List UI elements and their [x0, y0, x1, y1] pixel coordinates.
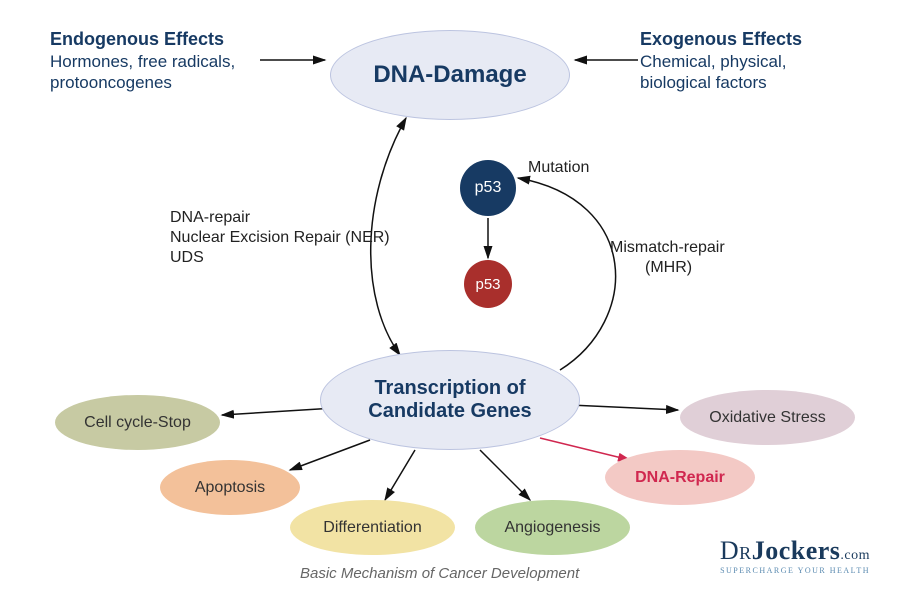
node-transcription: Transcription of Candidate Genes — [320, 350, 580, 450]
node-angiogenesis: Angiogenesis — [475, 500, 630, 555]
dna-damage-label: DNA-Damage — [373, 61, 526, 89]
angiogenesis-label: Angiogenesis — [504, 519, 600, 537]
edge-oxstress — [570, 405, 678, 410]
label-mutation: Mutation — [528, 158, 589, 178]
exogenous-title: Exogenous Effects — [640, 28, 860, 51]
edge-mismatch — [518, 178, 616, 370]
apoptosis-label: Apoptosis — [195, 479, 265, 497]
edge-cellstop — [222, 408, 335, 415]
transcription-l2: Candidate Genes — [368, 400, 531, 423]
exogenous-body: Chemical, physical, biological factors — [640, 51, 860, 94]
node-apoptosis: Apoptosis — [160, 460, 300, 515]
node-cell-cycle-stop: Cell cycle-Stop — [55, 395, 220, 450]
label-right-pathway-1: Mismatch-repair — [610, 238, 725, 258]
node-p53-red: p53 — [464, 260, 512, 308]
node-differentiation: Differentiation — [290, 500, 455, 555]
edge-angio — [480, 450, 530, 500]
node-dna-repair: DNA-Repair — [605, 450, 755, 505]
label-exogenous: Exogenous Effects Chemical, physical, bi… — [640, 28, 860, 93]
label-left-pathway-1: DNA-repair — [170, 208, 250, 228]
dna-repair-label: DNA-Repair — [635, 469, 725, 487]
label-left-pathway-3: UDS — [170, 248, 204, 268]
p53-red-label: p53 — [475, 276, 500, 293]
edge-diff — [385, 450, 415, 500]
label-endogenous: Endogenous Effects Hormones, free radica… — [50, 28, 270, 93]
p53-blue-label: p53 — [475, 179, 502, 197]
node-dna-damage: DNA-Damage — [330, 30, 570, 120]
brand-main: Jockers — [752, 536, 841, 565]
node-p53-blue: p53 — [460, 160, 516, 216]
endogenous-body: Hormones, free radicals, protooncogenes — [50, 51, 270, 94]
brand-tagline: SUPERCHARGE YOUR HEALTH — [720, 566, 870, 575]
oxidative-stress-label: Oxidative Stress — [709, 409, 825, 427]
edge-apoptosis — [290, 440, 370, 470]
edge-dnarepair — [540, 438, 630, 460]
differentiation-label: Differentiation — [323, 519, 421, 537]
transcription-l1: Transcription of — [374, 377, 525, 400]
label-right-pathway-2: (MHR) — [645, 258, 692, 278]
brand-logo: DrJockers.com SUPERCHARGE YOUR HEALTH — [720, 536, 870, 575]
label-left-pathway-2: Nuclear Excision Repair (NER) — [170, 228, 390, 248]
cell-cycle-stop-label: Cell cycle-Stop — [84, 414, 191, 432]
node-oxidative-stress: Oxidative Stress — [680, 390, 855, 445]
diagram-caption: Basic Mechanism of Cancer Development — [300, 565, 579, 582]
brand-dr: Dr — [720, 536, 752, 565]
endogenous-title: Endogenous Effects — [50, 28, 270, 51]
brand-com: .com — [840, 548, 870, 563]
